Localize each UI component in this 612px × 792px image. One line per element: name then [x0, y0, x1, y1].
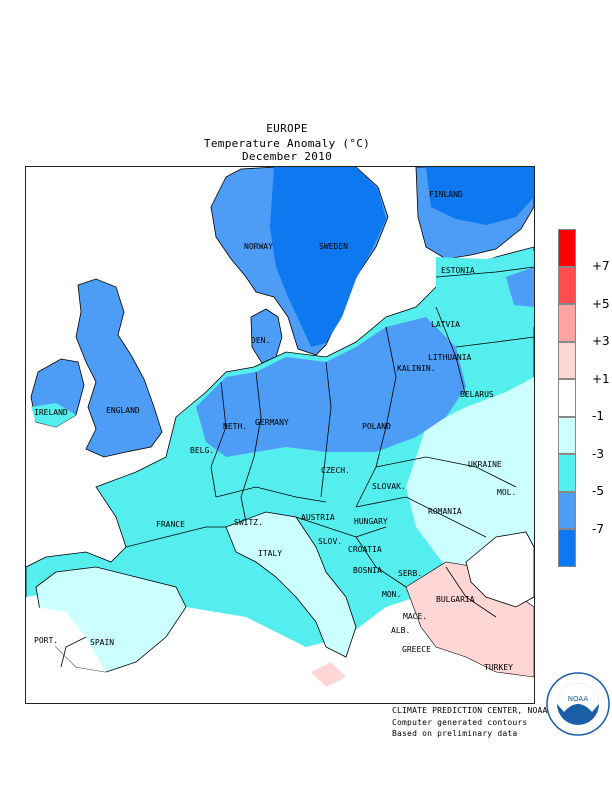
legend-swatch: [558, 266, 576, 304]
black-sea: [465, 531, 534, 608]
country-label-bosnia: BOSNIA: [353, 566, 382, 575]
country-label-finland: FINLAND: [429, 190, 463, 199]
legend-swatch: [558, 304, 576, 342]
country-label-slovakia: SLOVAK.: [372, 482, 406, 491]
legend-swatch: [558, 454, 576, 492]
central-cold-zone: [196, 317, 466, 457]
country-label-poland: POLAND: [362, 422, 391, 431]
legend-tick-label: -1: [592, 409, 604, 423]
scandinavia-cold-core: [270, 167, 386, 347]
country-label-montenegro: MON.: [382, 590, 401, 599]
legend-tick-label: +5: [592, 296, 610, 311]
legend-tick-label: -3: [592, 446, 604, 461]
country-label-moldova: MOL.: [497, 488, 516, 497]
country-label-turkey: TURKEY: [484, 663, 513, 672]
country-label-romania: ROMANIA: [428, 507, 462, 516]
legend-swatch: [558, 341, 576, 379]
legend-swatch: [558, 491, 576, 529]
legend-tick-label: -7: [592, 521, 604, 536]
country-label-france: FRANCE: [156, 520, 185, 529]
map-variable-title: Temperature Anomaly (°C): [203, 137, 371, 150]
denmark-land: [250, 308, 283, 364]
credit-line-3: Based on preliminary data: [392, 729, 518, 738]
country-label-bulgaria: BULGARIA: [436, 595, 475, 604]
country-borders: [60, 266, 534, 668]
country-label-greece: GREECE: [402, 645, 431, 654]
country-label-switzerland: SWITZ.: [234, 518, 263, 527]
country-label-spain: SPAIN: [90, 638, 114, 647]
legend-swatch: [558, 379, 576, 417]
country-label-ireland: IRELAND: [34, 408, 68, 417]
legend-tick-label: +1: [592, 371, 610, 386]
noaa-logo-text: NOAA: [568, 695, 589, 703]
country-label-serbia: SERB.: [398, 569, 422, 578]
legend-tick-label: +7: [592, 259, 610, 273]
map-region-title: EUROPE: [266, 122, 308, 135]
map-period-title: December 2010: [242, 150, 332, 163]
country-label-estonia: ESTONIA: [441, 266, 475, 275]
country-label-england: ENGLAND: [106, 406, 140, 415]
italy-mild-zone: [225, 511, 357, 658]
country-label-belgium: BELG.: [190, 446, 214, 455]
country-label-croatia: CROATIA: [348, 545, 382, 554]
country-label-portugal: PORT.: [34, 636, 58, 645]
country-label-germany: GERMANY: [255, 418, 289, 427]
legend-swatch: [558, 229, 576, 267]
country-label-netherlands: NETH.: [223, 422, 247, 431]
noaa-logo: NOAA: [546, 672, 610, 736]
country-label-albania: ALB.: [391, 626, 410, 635]
country-label-slovenia: SLOV.: [318, 537, 342, 546]
country-label-hungary: HUNGARY: [354, 517, 388, 526]
country-label-austria: AUSTRIA: [301, 513, 335, 522]
country-label-kaliningrad: KALININ.: [397, 364, 436, 373]
credit-line-2: Computer generated contours: [392, 718, 528, 727]
country-label-macedonia: MACE.: [403, 612, 427, 621]
great-britain-land: [75, 278, 163, 458]
country-label-latvia: LATVIA: [431, 320, 460, 329]
country-label-denmark: DEN.: [251, 336, 270, 345]
legend-swatch: [558, 416, 576, 454]
legend-tick-label: +3: [592, 334, 610, 348]
country-label-sweden: SWEDEN: [319, 242, 348, 251]
temperature-anomaly-map: FINLAND NORWAY SWEDEN ESTONIA LATVIA DEN. LITH…: [25, 166, 535, 704]
finland-cold-core: [426, 167, 534, 225]
country-label-italy: ITALY: [258, 549, 282, 558]
eastern-mild-zone: [406, 377, 534, 577]
country-label-lithuania: LITHUANIA: [428, 353, 472, 362]
legend-tick-label: -5: [592, 484, 604, 498]
credit-line-1: CLIMATE PREDICTION CENTER, NOAA: [392, 706, 548, 715]
color-legend: [558, 229, 576, 567]
country-label-norway: NORWAY: [244, 242, 273, 251]
country-label-czech: CZECH.: [321, 466, 350, 475]
legend-swatch: [558, 529, 576, 567]
country-label-ukraine: UKRAINE: [468, 460, 502, 469]
country-label-belarus: BELARUS: [460, 390, 494, 399]
